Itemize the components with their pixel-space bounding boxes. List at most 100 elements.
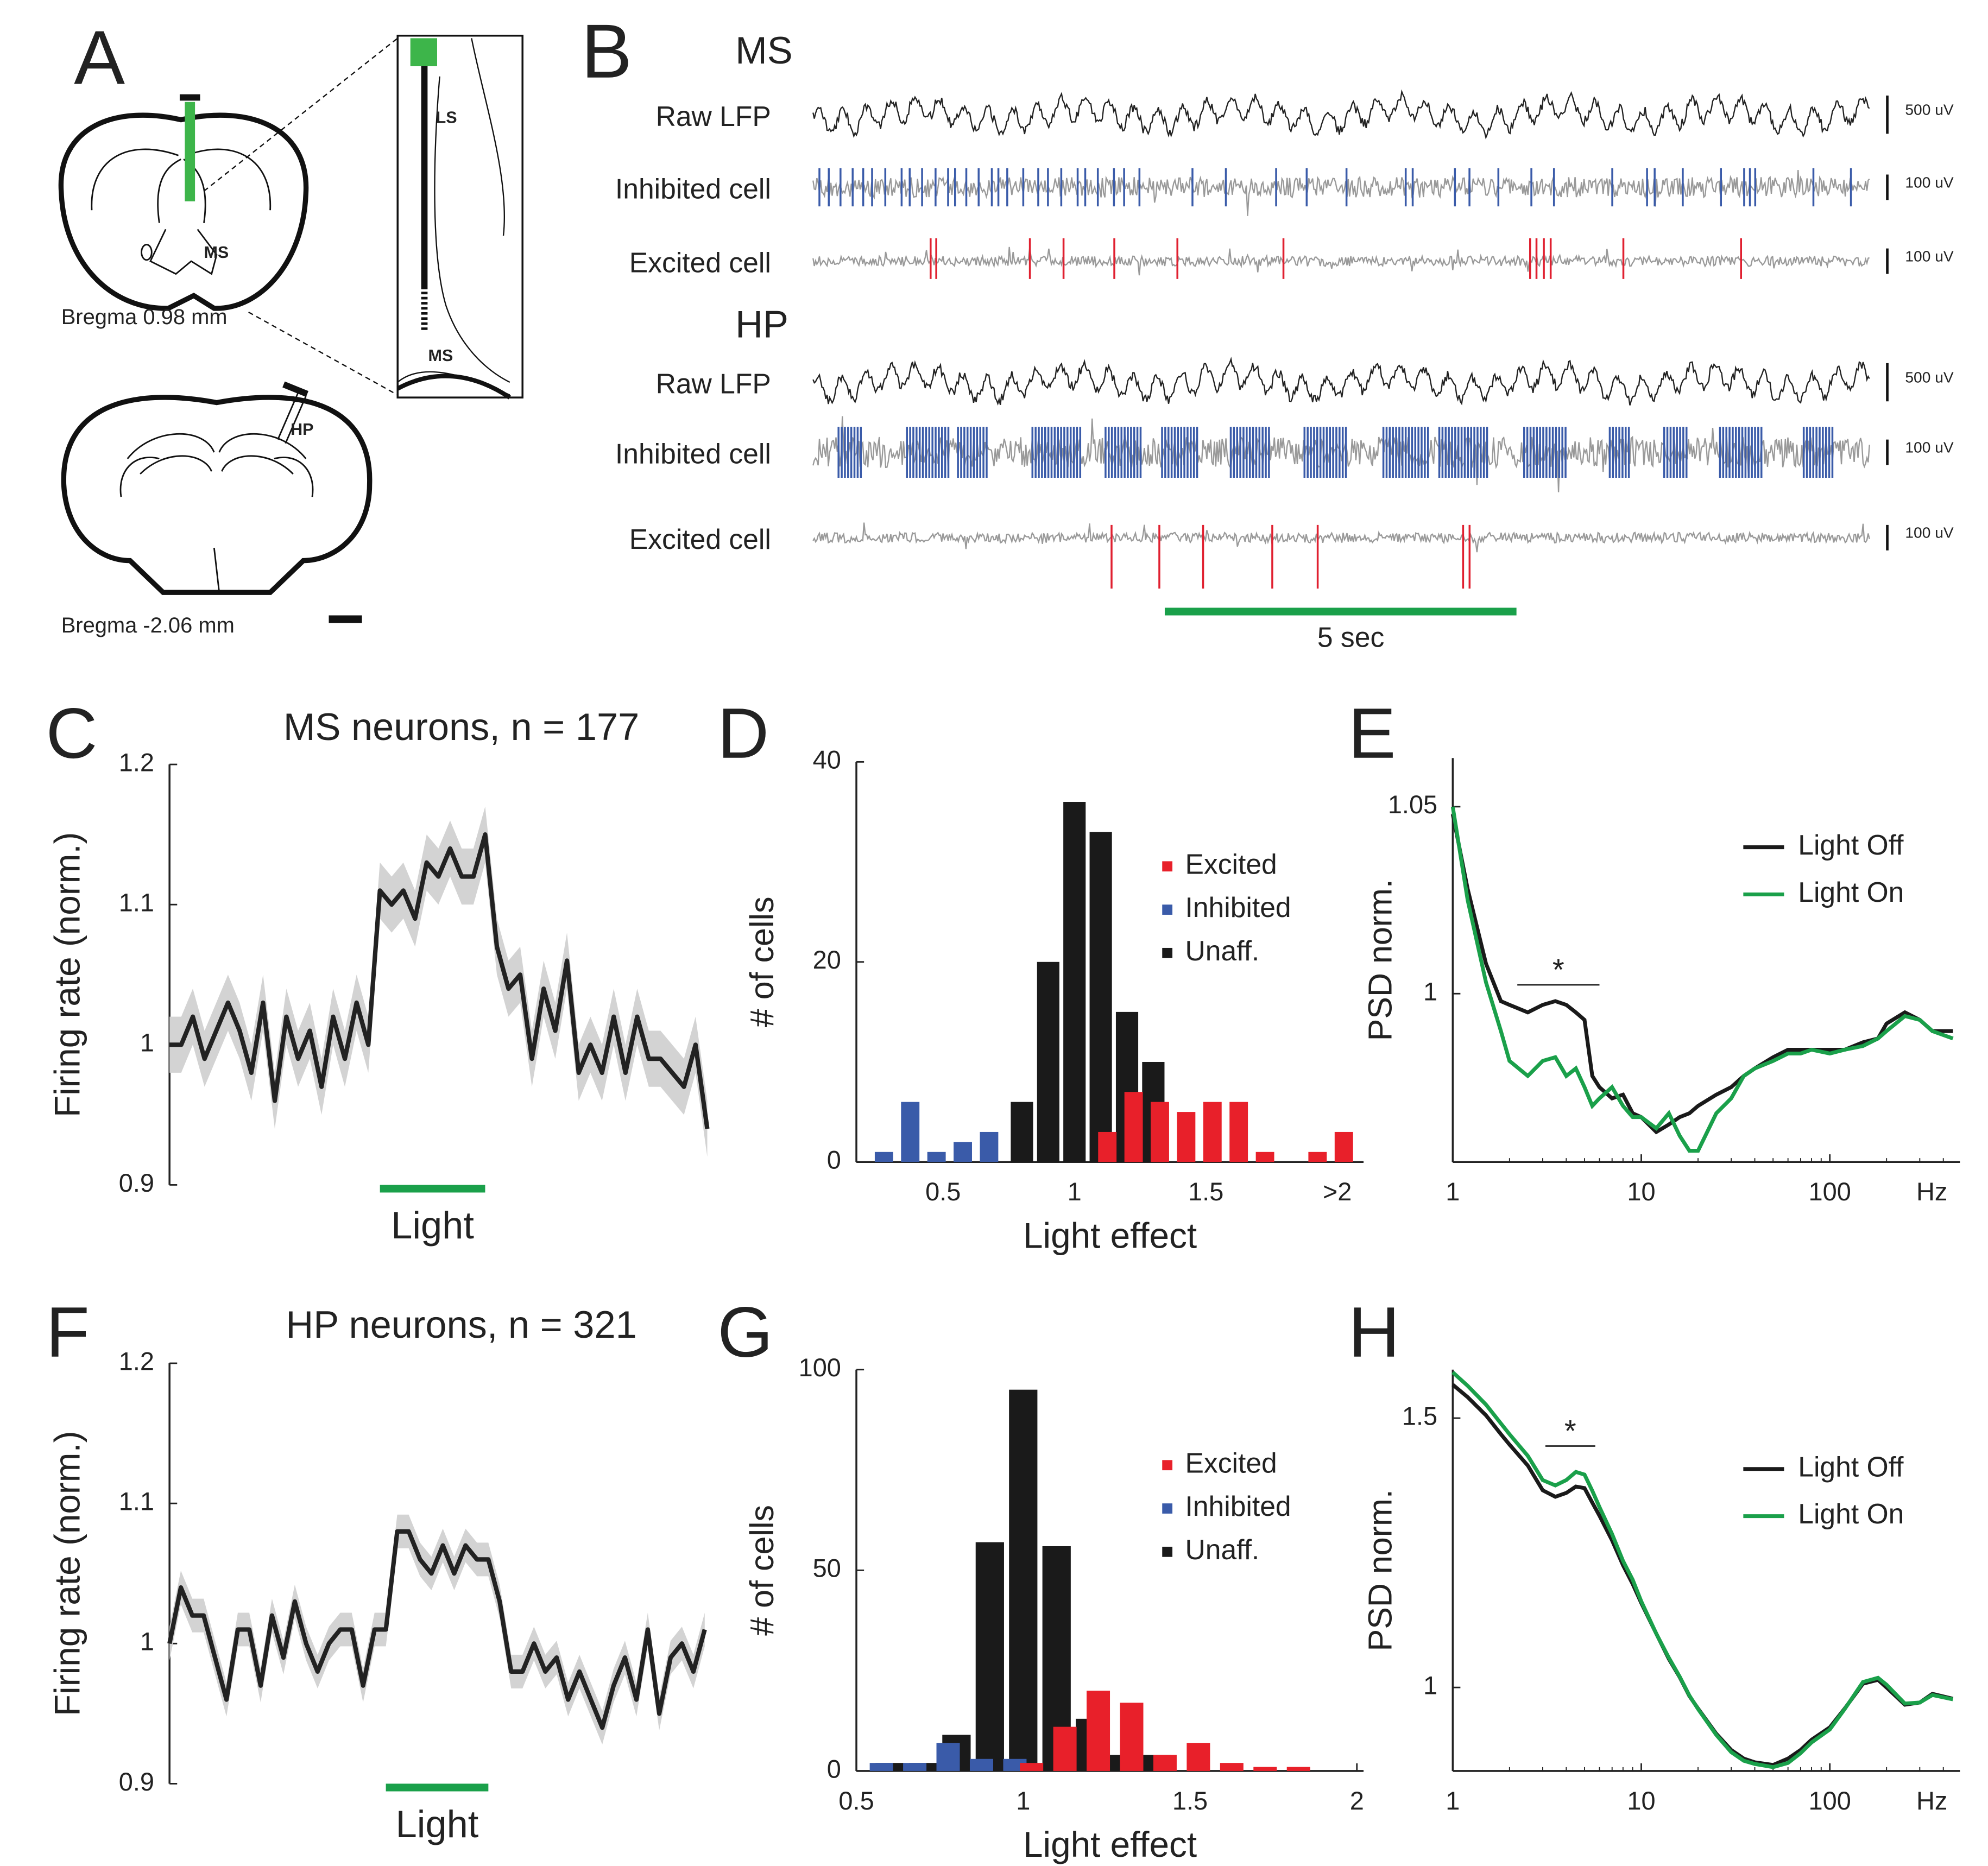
bar [1020, 1763, 1044, 1771]
bar [903, 1763, 927, 1771]
scale-label: 500 uV [1905, 102, 1953, 118]
group-label: MS [735, 29, 793, 72]
x-tick-label: 10 [1627, 1178, 1655, 1206]
y-tick-label: 50 [813, 1554, 841, 1583]
cell-trace [812, 416, 1870, 492]
x-axis-label: Hz [1916, 1787, 1947, 1815]
y-tick-label: 0.9 [119, 1768, 154, 1796]
scale-label: 100 uV [1905, 174, 1953, 191]
diagram-shape [282, 381, 309, 397]
bar [874, 1152, 893, 1162]
region-label: MS [428, 346, 453, 365]
row-label: Raw LFP [656, 100, 771, 132]
bar [1308, 1152, 1327, 1162]
bar [869, 1763, 893, 1771]
annotation: * [1552, 952, 1564, 986]
bar [1011, 1102, 1033, 1162]
y-tick-label: 40 [813, 746, 841, 774]
caption: Bregma -2.06 mm [61, 613, 235, 637]
chart-title: MS neurons, n = 177 [283, 705, 639, 748]
y-tick-label: 20 [813, 946, 841, 974]
diagram-shape [61, 395, 373, 595]
diagram-shape [179, 94, 200, 101]
cell-trace [812, 246, 1870, 276]
bar [1120, 1703, 1144, 1771]
line [1451, 1383, 1954, 1767]
legend-label: Excited [1185, 848, 1277, 880]
bar [927, 1152, 946, 1162]
bar [1053, 1726, 1077, 1771]
bar [1229, 1102, 1248, 1162]
x-tick-label: 0.5 [838, 1787, 874, 1815]
bar [1087, 1691, 1110, 1771]
y-tick-label: 0 [827, 1755, 841, 1783]
light-label: Light [391, 1204, 474, 1247]
light-label: Light [396, 1802, 479, 1845]
legend-swatch [1162, 1503, 1173, 1514]
legend-label: Light On [1798, 876, 1904, 908]
legend-label: Light On [1798, 1498, 1904, 1529]
y-tick-label: 1 [1423, 1672, 1437, 1700]
row-label: Inhibited cell [615, 173, 771, 205]
panel-letter: G [717, 1292, 773, 1372]
annotation: * [1564, 1414, 1576, 1448]
caption: Bregma 0.98 mm [61, 305, 228, 329]
bar [901, 1102, 920, 1162]
cell-trace [812, 522, 1870, 553]
x-tick-label: >2 [1323, 1178, 1352, 1206]
y-tick-label: 1.2 [119, 748, 154, 776]
panel-letter: C [46, 693, 98, 773]
bar [1037, 962, 1059, 1162]
error-band [169, 806, 708, 1157]
y-axis-label: Firing rate (norm.) [47, 832, 87, 1117]
y-tick-label: 1.5 [1402, 1402, 1437, 1430]
bar [1203, 1102, 1222, 1162]
panel-letter: A [74, 15, 125, 100]
y-tick-label: 100 [799, 1353, 841, 1382]
x-tick-label: 1.5 [1188, 1178, 1223, 1206]
y-axis-label: PSD norm. [1361, 879, 1398, 1041]
x-tick-label: 1 [1068, 1178, 1082, 1206]
legend-label: Light Off [1798, 829, 1904, 861]
x-tick-label: 1 [1016, 1787, 1030, 1815]
bar [1124, 1092, 1143, 1162]
bar [1220, 1763, 1244, 1771]
lfp-trace [812, 89, 1870, 140]
legend-swatch [1162, 861, 1173, 872]
bar [1334, 1131, 1353, 1162]
lfp-trace [812, 357, 1870, 406]
x-tick-label: 2 [1350, 1787, 1364, 1815]
scale-label: 500 uV [1905, 369, 1953, 385]
legend-label: Excited [1185, 1447, 1277, 1478]
bar [980, 1131, 999, 1162]
y-tick-label: 1 [140, 1628, 154, 1656]
bar [1286, 1767, 1310, 1771]
x-tick-label: 1 [1446, 1787, 1460, 1815]
diagram-shape [58, 112, 309, 311]
diagram-shape [203, 37, 398, 396]
x-axis-label: Hz [1916, 1178, 1947, 1206]
panel-letter: B [581, 9, 632, 94]
panel-letter: F [46, 1292, 90, 1372]
chart-title: HP neurons, n = 321 [286, 1303, 636, 1346]
panel-letter: H [1348, 1292, 1400, 1372]
x-tick-label: 100 [1809, 1178, 1851, 1206]
legend-swatch [1162, 947, 1173, 958]
panel-letter: D [717, 693, 769, 773]
x-tick-label: 100 [1809, 1787, 1851, 1815]
cell-trace [812, 169, 1870, 216]
legend-label: Unaff. [1185, 935, 1260, 966]
bar [1255, 1152, 1274, 1162]
y-tick-label: 1.1 [119, 1488, 154, 1516]
legend-label: Inhibited [1185, 891, 1291, 923]
line [167, 1529, 707, 1730]
diagram-shape [396, 34, 523, 398]
x-tick-label: 0.5 [925, 1178, 961, 1206]
bar [1151, 1102, 1169, 1162]
bar [936, 1743, 960, 1771]
group-label: HP [735, 303, 788, 346]
diagram-shape [397, 38, 510, 396]
y-tick-label: 1.05 [1388, 790, 1437, 819]
time-scale-label: 5 sec [1317, 622, 1384, 653]
line [1450, 813, 1953, 1135]
